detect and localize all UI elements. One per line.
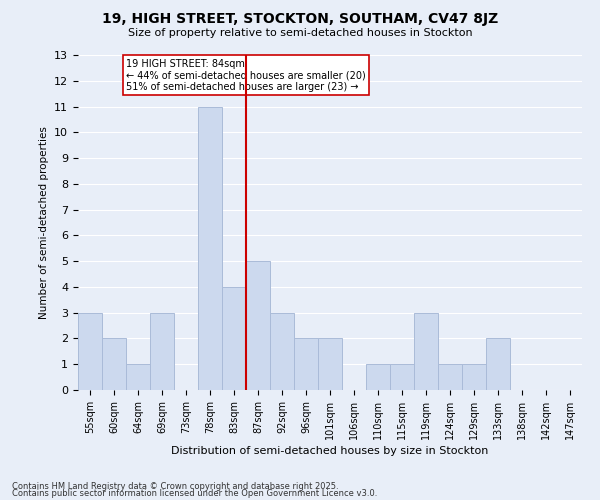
Bar [102, 338, 126, 390]
Text: Contains public sector information licensed under the Open Government Licence v3: Contains public sector information licen… [12, 489, 377, 498]
Bar [414, 312, 438, 390]
Bar [246, 261, 270, 390]
Y-axis label: Number of semi-detached properties: Number of semi-detached properties [38, 126, 49, 319]
Bar [390, 364, 414, 390]
Text: Size of property relative to semi-detached houses in Stockton: Size of property relative to semi-detach… [128, 28, 472, 38]
Bar [126, 364, 150, 390]
Bar [366, 364, 390, 390]
Bar [318, 338, 342, 390]
Bar [486, 338, 510, 390]
Text: 19 HIGH STREET: 84sqm
← 44% of semi-detached houses are smaller (20)
51% of semi: 19 HIGH STREET: 84sqm ← 44% of semi-deta… [126, 59, 366, 92]
Bar [198, 106, 222, 390]
Bar [438, 364, 462, 390]
Text: Contains HM Land Registry data © Crown copyright and database right 2025.: Contains HM Land Registry data © Crown c… [12, 482, 338, 491]
Bar [222, 287, 246, 390]
Bar [462, 364, 486, 390]
Bar [270, 312, 294, 390]
Text: 19, HIGH STREET, STOCKTON, SOUTHAM, CV47 8JZ: 19, HIGH STREET, STOCKTON, SOUTHAM, CV47… [102, 12, 498, 26]
X-axis label: Distribution of semi-detached houses by size in Stockton: Distribution of semi-detached houses by … [172, 446, 488, 456]
Bar [78, 312, 102, 390]
Bar [294, 338, 318, 390]
Bar [150, 312, 174, 390]
